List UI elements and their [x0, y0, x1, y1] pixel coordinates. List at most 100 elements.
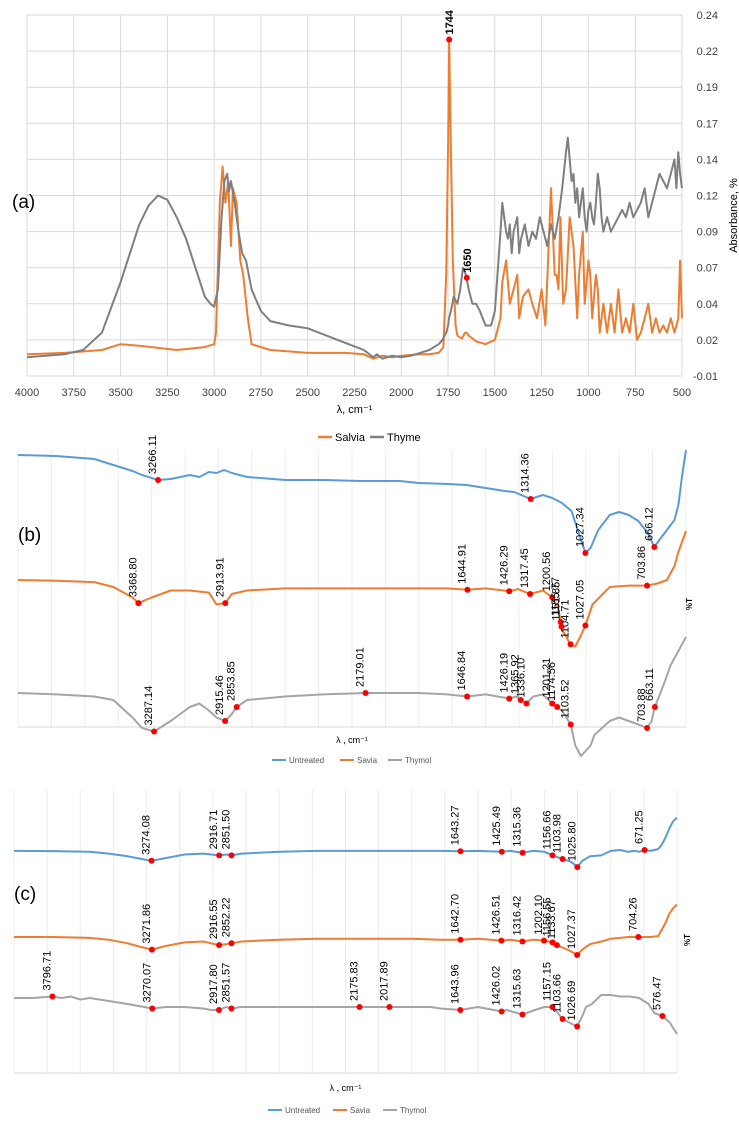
peak-label: 1336.10 [515, 658, 527, 698]
peak-label: 663.11 [644, 668, 656, 701]
peak-label: 1426.29 [498, 545, 510, 585]
peak-label: 1156.66 [542, 810, 554, 849]
peak-label: 2916.55 [208, 899, 220, 939]
peak-marker [151, 728, 158, 735]
peak-marker [644, 725, 651, 731]
peak-marker [549, 939, 556, 946]
y-axis-title: %T [683, 934, 692, 946]
peak-marker [222, 718, 229, 724]
panel-a: 4000 3750 3500 3250 3000 2750 2500 2250 2000 1750… [12, 9, 739, 444]
peak-label: 3266.11 [147, 435, 159, 474]
peak-marker [574, 1023, 581, 1030]
peak-label: 1156.55 [542, 897, 554, 936]
peak-label: 576.47 [651, 976, 663, 1010]
peak-marker [463, 274, 470, 281]
x-tick-label: 2250 [342, 387, 366, 399]
peak-marker [582, 550, 589, 556]
y-tick-label: 0.07 [697, 263, 718, 275]
peak-marker [559, 856, 566, 862]
panel-label: (a) [12, 192, 35, 213]
peak-label: 1650 [462, 248, 474, 272]
x-tick-label: 1750 [436, 387, 460, 399]
peak-marker [567, 641, 574, 648]
peak-label: 2851.50 [220, 810, 232, 850]
peak-marker [148, 857, 155, 864]
peak-marker [541, 937, 548, 944]
peak-label: 1103.52 [560, 680, 572, 719]
peak-marker [216, 942, 223, 949]
peak-marker [523, 700, 530, 707]
peak-label: 666.12 [643, 507, 655, 541]
peak-marker [228, 1005, 235, 1012]
peak-label: 703.88 [636, 688, 648, 722]
y-axis-title: %T [685, 598, 694, 610]
peak-marker [527, 496, 534, 502]
peak-marker [135, 600, 142, 607]
peak-marker [155, 477, 162, 483]
peak-label: 1151.85 [551, 582, 563, 621]
peak-marker [222, 600, 229, 607]
peak-label: 3270.07 [141, 963, 153, 1003]
x-tick-label: 2750 [249, 387, 273, 399]
peak-label: 2851.57 [220, 963, 232, 1003]
x-tick-label: 2000 [389, 387, 413, 399]
peak-marker [582, 622, 589, 629]
peak-marker [554, 704, 561, 710]
series-line-untreated [13, 816, 678, 869]
peak-marker [519, 849, 526, 856]
panel-c: 3274.08 2916.71 2851.50 1643.27 1425.49 1315.… [13, 790, 692, 1115]
peak-marker [215, 1007, 222, 1013]
x-tick-label: 3750 [62, 387, 86, 399]
peak-label: 1317.45 [519, 548, 531, 588]
y-tick-label: 0.22 [697, 46, 718, 58]
peak-marker [228, 852, 235, 859]
peak-label: 2852.22 [220, 898, 232, 938]
x-tick-label: 1250 [529, 387, 553, 399]
peak-marker [557, 619, 564, 625]
panel-label: (c) [14, 884, 36, 905]
peak-marker [386, 1004, 393, 1010]
y-tick-label: 0.19 [697, 82, 718, 94]
x-tick-label: 500 [673, 387, 691, 399]
peak-marker [457, 848, 464, 855]
y-tick-label: 0.02 [697, 335, 718, 347]
peak-label: 1155.77 [550, 577, 562, 616]
peak-label: 1315.63 [511, 969, 523, 1009]
peak-label: 1744 [444, 9, 456, 34]
peak-marker [644, 582, 651, 589]
peak-marker [567, 721, 574, 728]
panel-label: (b) [18, 525, 41, 546]
peak-marker [559, 1016, 566, 1022]
peak-label: 1103.66 [552, 974, 564, 1013]
peak-label: 1103.98 [552, 814, 564, 853]
peak-label: 1200.56 [541, 552, 553, 592]
peak-label: 1157.15 [542, 962, 554, 1001]
peak-marker [498, 1008, 505, 1015]
peak-marker [651, 544, 658, 550]
peak-label: 2179.01 [355, 647, 367, 687]
peak-marker [558, 623, 565, 630]
y-tick-label: 0.09 [697, 227, 718, 239]
peak-label: 1027.37 [566, 909, 578, 949]
x-axis-title: λ, cm⁻¹ [337, 404, 373, 416]
x-tick-label: 1500 [483, 387, 507, 399]
peak-label: 1643.27 [449, 805, 461, 845]
peak-label: 2175.83 [349, 961, 361, 1001]
peak-label: 1026.69 [566, 981, 578, 1021]
peak-label: 2853.85 [226, 661, 238, 701]
peak-marker [519, 1011, 526, 1018]
peak-marker [553, 942, 560, 949]
peak-label: 671.25 [634, 810, 646, 844]
peak-marker [549, 1004, 556, 1010]
peak-label: 1027.05 [574, 580, 586, 620]
peak-label: 2915.46 [214, 675, 226, 715]
legend-entry: Salvia [335, 432, 366, 444]
y-tick-label: 0.24 [697, 10, 718, 22]
x-tick-label: 750 [626, 387, 644, 399]
peak-label: 1027.34 [574, 507, 586, 547]
legend-entry: Thymol [400, 1106, 426, 1115]
x-tick-label: 4000 [15, 387, 39, 399]
peak-label: 1025.80 [566, 821, 578, 861]
peak-marker [574, 952, 581, 958]
peak-marker [233, 704, 240, 710]
